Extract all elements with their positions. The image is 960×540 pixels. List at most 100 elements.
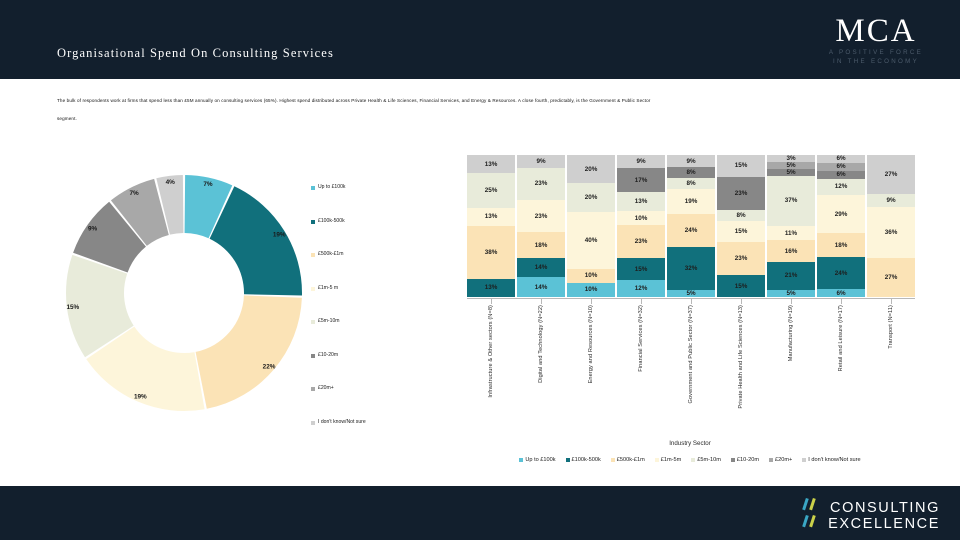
donut-legend-swatch-icon [311,353,315,358]
bar-segment: 9% [867,193,915,207]
bar-column: 6% 6% 6% 12% 29% 18% 24% 6% [817,155,865,298]
bar-segment: 3% [767,155,815,162]
bar-segment: 13% [467,278,515,297]
bar-legend-item[interactable]: Up to £100k [519,457,556,463]
bar-column: 20% 20% 40% 10% 10% [567,155,615,298]
donut-legend-item[interactable]: £10-20m [311,352,403,386]
bar-chart-x-axis-title: Industry Sector [669,440,711,447]
bar-segment: 14% [517,257,565,278]
bar-segment-label: 16% [784,247,798,255]
bar-category-label-text: Retail and Leisure (N=17) [838,305,844,372]
bar-category-label-text: Energy and Resources (N=10) [588,305,594,384]
bar-segment: 40% [567,211,615,269]
bar-segment-label: 12% [634,284,648,292]
bar-segment-label: 38% [484,248,498,256]
donut-legend-label: £10-20m [318,351,339,358]
bar-segment: 23% [717,242,765,276]
bar-column: 15% 23% 8% 15% 23% 15% [717,155,765,297]
bar-segment-label: 24% [834,269,848,277]
bar-category-label: Financial Services (N=32) [617,305,665,440]
bar-category-label: Private Health and Life Sciences (N=13) [717,305,765,440]
bar-segment-label: 5% [786,162,796,169]
donut-slice [110,178,169,246]
bar-legend-label: £500k-£1m [616,457,645,463]
bar-legend-label: I don't know/Not sure [808,457,861,463]
bar-segment-label: 23% [634,238,648,246]
donut-legend-label: I don't know/Not sure [318,418,366,425]
bar-segment: 5% [767,169,815,176]
bar-segment-label: 9% [636,157,646,165]
bar-legend-swatch-icon [769,458,773,462]
bar-legend-item[interactable]: £500k-£1m [610,457,645,463]
bar-segment: 5% [767,290,815,297]
bar-segment: 13% [467,207,515,226]
bar-segment-label: 17% [634,176,648,184]
bar-x-tick [717,299,765,304]
donut-legend-item[interactable]: £1m-5 m [311,285,403,319]
bar-category-label: Digital and Technology (N=22) [517,305,565,440]
bar-segment-label: 12% [834,183,848,191]
bar-segment: 23% [517,200,565,233]
bar-category-label-text: Transport (N=11) [888,305,894,349]
bar-segment: 13% [617,192,665,211]
bar-segment: 20% [567,183,615,212]
donut-slice-label: 15% [66,304,79,311]
donut-slice-label: 7% [203,181,213,188]
donut-legend-item[interactable]: £5m-10m [311,318,403,352]
donut-legend-label: £500k-£1m [318,251,344,257]
donut-chart-svg: 7% 19% 22% 19% 15% 9% 7% 4% [65,175,302,411]
donut-legend-swatch-icon [311,253,315,257]
bar-segment: 18% [817,233,865,258]
bar-segment: 21% [767,261,815,290]
header-band [0,0,960,79]
bar-segment: 10% [567,268,615,283]
donut-legend-item[interactable]: £100k-500k [311,218,403,252]
bar-x-tick [867,299,915,304]
consulting-excellence-slashes-icon [802,497,816,528]
bar-segment: 6% [817,162,865,171]
donut-legend-item[interactable]: I don't know/Not sure [311,419,403,453]
bar-segment: 15% [717,220,765,243]
bar-segment: 15% [717,275,765,297]
bar-segment: 29% [817,194,865,234]
bar-segment: 10% [567,282,615,298]
page-title: Organisational Spend On Consulting Servi… [57,46,334,60]
consulting-excellence-line2: EXCELLENCE [828,516,940,532]
bar-segment-label: 32% [684,264,698,272]
bar-category-label-text: Infrastructure & Other sectors (N=8) [488,305,494,398]
footer-band [0,486,960,540]
bar-legend-swatch-icon [654,458,659,462]
donut-legend-item[interactable]: Up to £100k [311,184,403,218]
bar-chart-legend: Up to £100k £100k-500k £500k-£1m £1m-5m £5m-… [455,457,925,463]
bar-legend-item[interactable]: I don't know/Not sure [802,457,861,463]
donut-legend-label: £5m-10m [318,318,340,324]
bar-segment-label: 15% [734,162,748,170]
donut-legend-item[interactable]: £500k-£1m [311,251,403,285]
bar-category-label: Transport (N=11) [867,305,915,440]
bar-legend-swatch-icon [730,458,735,462]
bar-column: 9% 23% 23% 18% 14% 14% [517,155,565,298]
donut-legend-item[interactable]: £20m+ [311,385,403,419]
consulting-excellence-line1: CONSULTING [830,500,940,516]
bar-legend-item[interactable]: £5m-10m [691,457,721,463]
bar-segment: 9% [667,155,715,168]
bar-x-tick [767,299,815,304]
bar-legend-label: Up to £100k [525,457,556,463]
bar-segment-label: 10% [584,286,598,294]
bar-segment-label: 6% [836,163,846,171]
bar-legend-item[interactable]: £20m+ [769,457,792,463]
bar-legend-item[interactable]: £100k-500k [565,457,601,463]
bar-x-tick [567,299,615,304]
bar-segment-label: 36% [884,228,898,236]
bar-segment: 14% [517,277,565,298]
bar-segment: 23% [517,167,565,200]
bar-legend-label: £5m-10m [697,457,721,463]
bar-segment-label: 23% [534,180,548,188]
bar-segment-label: 3% [786,155,796,162]
bar-legend-item[interactable]: £1m-5m [654,457,682,463]
bar-segment: 17% [617,167,665,193]
bar-legend-label: £1m-5m [660,457,682,463]
donut-slice-label: 9% [88,226,98,233]
bar-segment: 8% [667,167,715,178]
bar-legend-item[interactable]: £10-20m [730,457,759,463]
